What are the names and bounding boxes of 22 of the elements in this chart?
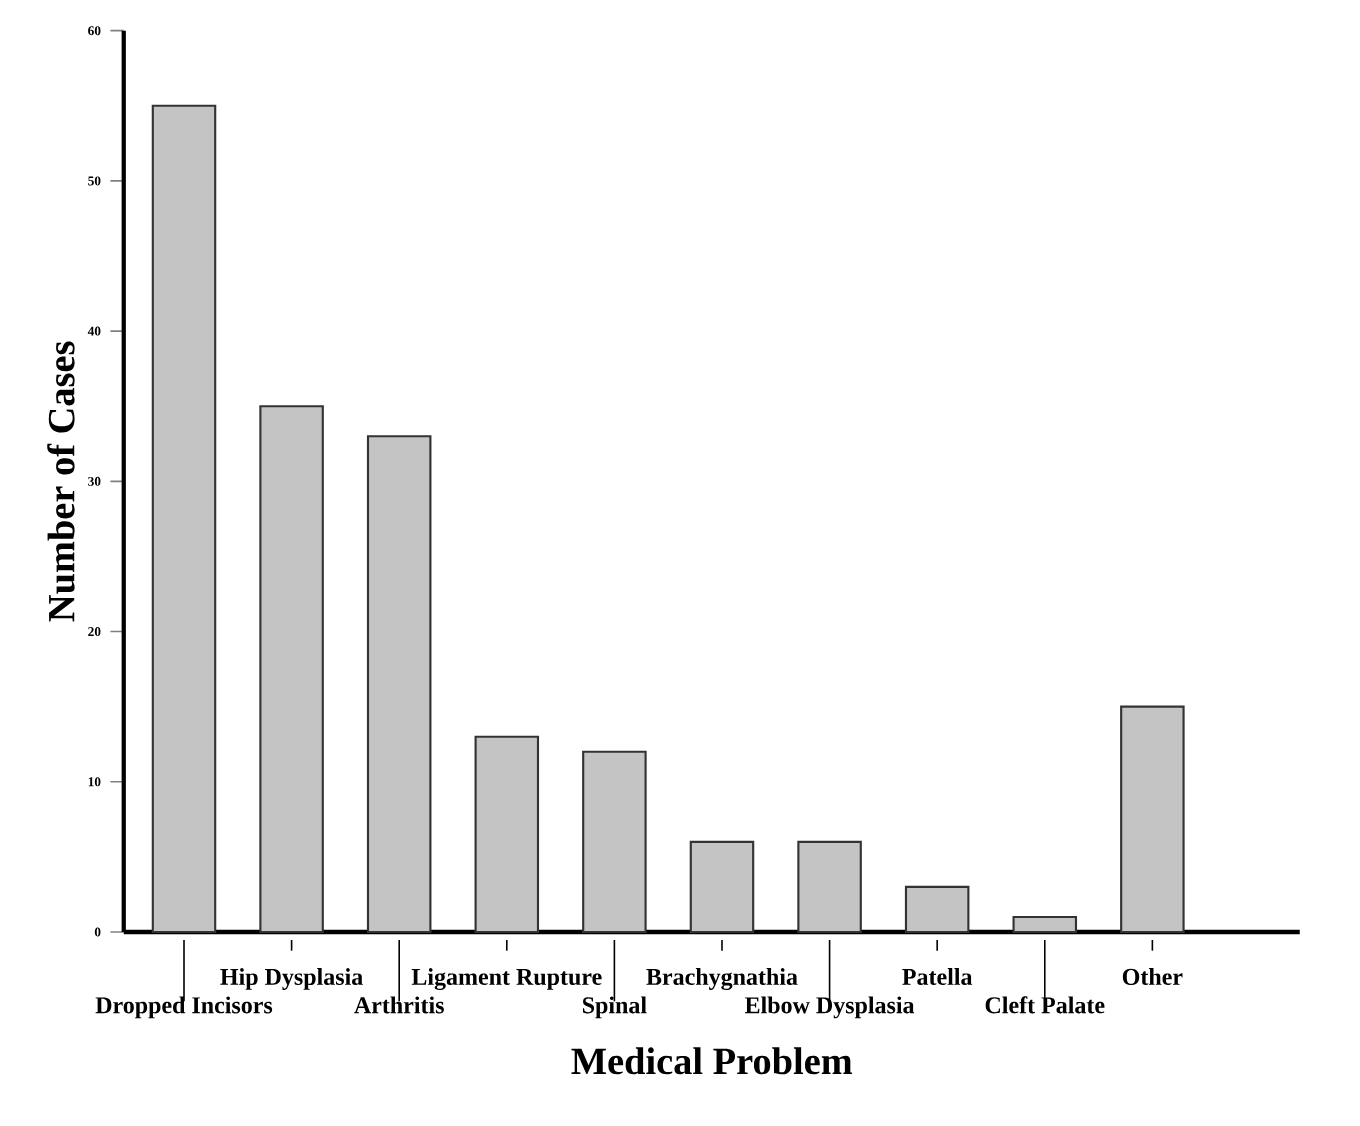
y-axis-title: Number of Cases xyxy=(47,341,75,622)
bar xyxy=(582,750,647,934)
bar xyxy=(689,840,755,934)
x-tick-label: Arthritis xyxy=(354,996,444,1014)
bar xyxy=(259,405,324,934)
bar xyxy=(151,104,217,934)
x-tick-label: Other xyxy=(1122,968,1183,985)
x-tick-label: Spinal xyxy=(583,996,647,1019)
x-tick-label: Elbow Dysplasia xyxy=(744,996,915,1019)
x-tick-label: Hip Dysplasia xyxy=(220,968,363,990)
x-tick-label: Brachygnathia xyxy=(646,968,798,991)
bar xyxy=(904,885,970,934)
x-tick-label: Patella xyxy=(902,968,973,985)
x-axis-title: Medical Problem xyxy=(571,1047,853,1075)
x-tick-label: Ligament Rupture xyxy=(411,968,602,991)
bar xyxy=(797,840,862,934)
bar xyxy=(1120,705,1185,934)
x-tick-label: Cleft Palate xyxy=(985,996,1105,1014)
x-tick-label: Dropped Incisors xyxy=(95,996,273,1019)
bar xyxy=(366,435,432,934)
bar xyxy=(474,735,540,934)
bar xyxy=(1012,915,1078,934)
